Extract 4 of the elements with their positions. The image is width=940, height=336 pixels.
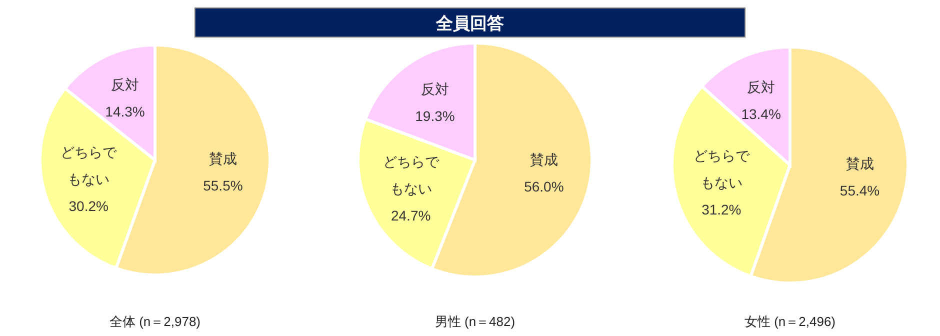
title: 全体 (n＝2,978) (109, 314, 201, 329)
title: 男性 (n＝482) (434, 314, 516, 329)
annotation: 全員回答 (436, 14, 504, 33)
title: 女性 (n＝2,496) (744, 314, 836, 329)
